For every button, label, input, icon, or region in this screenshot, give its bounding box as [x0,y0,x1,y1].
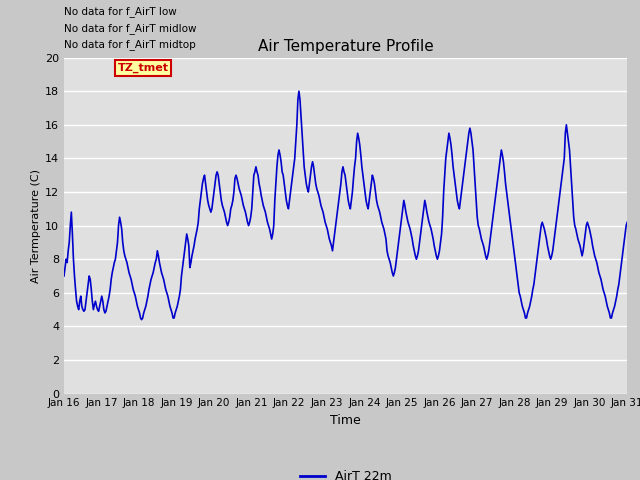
Y-axis label: Air Termperature (C): Air Termperature (C) [31,168,41,283]
Text: No data for f_AirT midlow: No data for f_AirT midlow [64,23,196,34]
Title: Air Temperature Profile: Air Temperature Profile [258,39,433,54]
Text: No data for f_AirT midtop: No data for f_AirT midtop [64,39,196,50]
Legend: AirT 22m: AirT 22m [295,465,396,480]
Text: TZ_tmet: TZ_tmet [118,63,168,73]
Text: No data for f_AirT low: No data for f_AirT low [64,6,177,17]
X-axis label: Time: Time [330,414,361,427]
